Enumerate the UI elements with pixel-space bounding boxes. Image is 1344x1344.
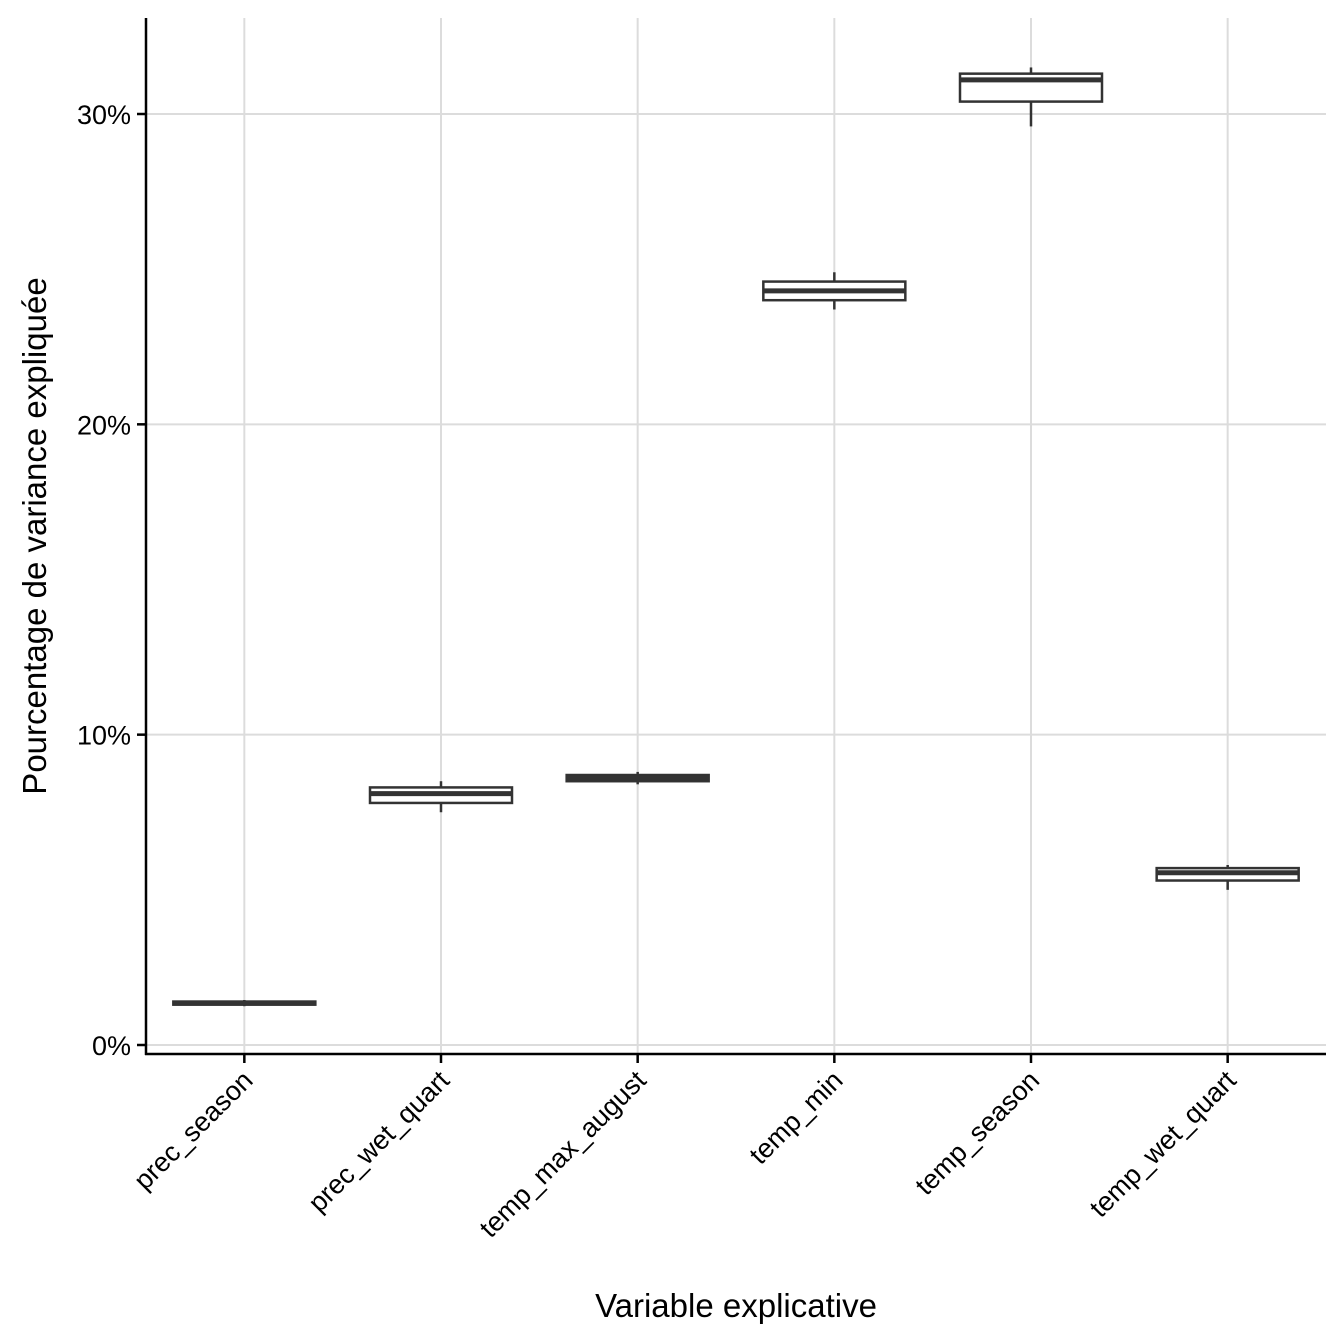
grid-layer — [146, 18, 1326, 1054]
x-axis-title: Variable explicative — [595, 1287, 877, 1324]
x-tick-label: temp_wet_quart — [1084, 1065, 1242, 1223]
box-prec_season — [172, 1000, 317, 1007]
y-tick-label: 0% — [92, 1031, 131, 1061]
x-tick-label: temp_season — [909, 1065, 1045, 1201]
box-temp_season — [958, 67, 1104, 127]
y-tick-label: 10% — [77, 721, 131, 751]
box-temp_min — [762, 272, 907, 310]
x-tick-label: prec_wet_quart — [302, 1065, 455, 1218]
y-axis-title: Pourcentage de variance expliquée — [16, 277, 53, 794]
x-tick-label: temp_max_august — [474, 1065, 653, 1244]
box-layer — [172, 67, 1300, 1007]
y-tick-label: 30% — [77, 100, 131, 130]
x-tick-label: temp_min — [744, 1065, 849, 1170]
y-tick-label: 20% — [77, 410, 131, 440]
y-axis-ticks: 0% 10% 20% 30% — [77, 100, 146, 1061]
box-temp_max_august — [565, 771, 710, 785]
x-axis-ticks: prec_season prec_wet_quart temp_max_august… — [128, 1054, 1242, 1243]
box-prec_wet_quart — [368, 781, 514, 813]
x-tick-label: prec_season — [128, 1065, 259, 1196]
box-temp_wet_quart — [1155, 865, 1300, 890]
